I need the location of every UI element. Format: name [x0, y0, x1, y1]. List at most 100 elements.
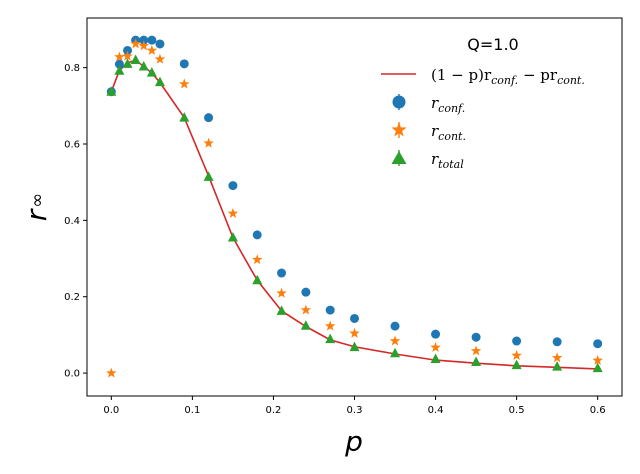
point-total: [390, 347, 401, 358]
x-tick-label: 0.4: [428, 405, 444, 416]
point-total: [203, 171, 214, 181]
x-tick-label: 0.5: [509, 405, 525, 416]
point-total: [252, 274, 263, 285]
point-conf: [252, 230, 262, 240]
point-total: [325, 333, 336, 344]
plot-marks: [106, 35, 603, 378]
legend-entry-cont-base: r: [431, 122, 439, 140]
point-conf: [139, 35, 149, 45]
point-cont: [592, 354, 603, 365]
legend-cont-swatch: [391, 122, 407, 138]
point-conf: [114, 59, 124, 69]
point-cont: [106, 367, 117, 378]
x-tick-label: 0.0: [103, 405, 119, 416]
point-conf: [512, 336, 522, 346]
point-conf: [350, 313, 359, 323]
point-cont: [300, 304, 312, 315]
y-axis-label-base: r: [20, 208, 53, 221]
point-cont: [276, 287, 287, 298]
legend-entry-line-prefix: (1 − p)r: [431, 66, 492, 84]
legend-entry-total-base: r: [431, 150, 439, 168]
legend-entry-total-sub: total: [438, 158, 464, 171]
point-total: [130, 54, 141, 64]
y-axis-label-subscript: ∞: [27, 193, 48, 208]
y-tick-label: 0.8: [64, 63, 80, 74]
legend-entry-conf-base: r: [431, 94, 439, 112]
x-axis-label: p: [344, 425, 363, 458]
point-conf: [471, 332, 481, 342]
point-total: [122, 58, 133, 68]
point-total: [276, 305, 287, 315]
x-tick-label: 0.6: [590, 405, 606, 416]
y-tick-label: 0.2: [64, 292, 80, 303]
point-cont: [179, 78, 190, 89]
legend-entry-conf-sub: conf.: [438, 102, 465, 115]
legend-entry-conf-label: rconf.: [431, 94, 465, 115]
point-conf: [204, 113, 214, 123]
point-total: [349, 341, 360, 352]
legend-conf-swatch: [392, 94, 406, 110]
point-total: [106, 86, 117, 96]
point-cont: [389, 335, 401, 346]
legend-total-swatch: [391, 150, 407, 166]
point-cont: [130, 38, 141, 49]
point-conf: [155, 39, 165, 49]
point-cont: [203, 137, 214, 148]
point-conf: [301, 287, 311, 297]
point-cont: [114, 51, 125, 62]
point-cont: [349, 327, 360, 338]
point-total: [146, 67, 157, 77]
x-tick-label: 0.3: [347, 405, 363, 416]
point-cont: [122, 50, 133, 61]
point-cont: [551, 352, 563, 363]
y-tick-label: 0.4: [64, 216, 80, 227]
point-cont: [511, 350, 522, 360]
x-tick-label: 0.1: [184, 405, 200, 416]
point-conf: [179, 59, 189, 69]
point-total: [592, 362, 603, 373]
series-total: [106, 54, 603, 373]
point-total: [154, 76, 165, 87]
point-total: [552, 361, 563, 371]
legend-entry-total-label: rtotal: [431, 150, 464, 171]
point-cont: [324, 320, 336, 331]
point-total: [114, 65, 125, 75]
point-total: [511, 359, 522, 370]
y-axis-label: r∞: [20, 193, 53, 222]
point-conf: [277, 268, 287, 278]
point-cont: [146, 44, 158, 55]
point-conf: [228, 181, 238, 191]
legend-entry-cont-sub: cont.: [438, 130, 466, 143]
point-cont: [138, 40, 149, 51]
point-cont: [252, 254, 263, 265]
legend-entry-line-sub1: conf.: [491, 74, 518, 87]
axes: 0.0 0.1 0.2 0.3 0.4 0.5 0.6 0.0 0.2 0.4 0.6 0.8: [64, 63, 606, 416]
y-tick-label: 0.6: [64, 140, 80, 151]
point-cont: [227, 207, 239, 218]
x-tick-label: 0.2: [265, 405, 281, 416]
legend-title: Q=1.0: [467, 35, 518, 54]
point-conf: [593, 339, 603, 349]
point-cont: [154, 53, 166, 64]
legend-entry-line-sub2: cont.: [557, 74, 585, 87]
legend: Q=1.0 (1 − p)rconf. − prcont. rconf. rco…: [381, 35, 585, 171]
point-total: [471, 356, 482, 367]
point-total: [430, 353, 441, 363]
series-cont: [106, 38, 603, 378]
point-total: [179, 112, 190, 122]
legend-entry-line-middle: − pr: [518, 66, 558, 84]
point-total: [300, 320, 311, 330]
svg-text:r∞: r∞: [20, 193, 53, 222]
y-tick-label: 0.0: [64, 369, 80, 380]
legend-entry-cont-label: rcont.: [431, 122, 466, 143]
point-conf: [431, 329, 441, 339]
point-conf: [147, 35, 157, 45]
point-conf: [325, 305, 335, 315]
point-conf: [390, 321, 400, 331]
point-conf: [123, 45, 133, 55]
point-conf: [552, 337, 562, 347]
legend-entry-line-label: (1 − p)rconf. − prcont.: [431, 66, 585, 87]
point-total: [227, 232, 238, 242]
